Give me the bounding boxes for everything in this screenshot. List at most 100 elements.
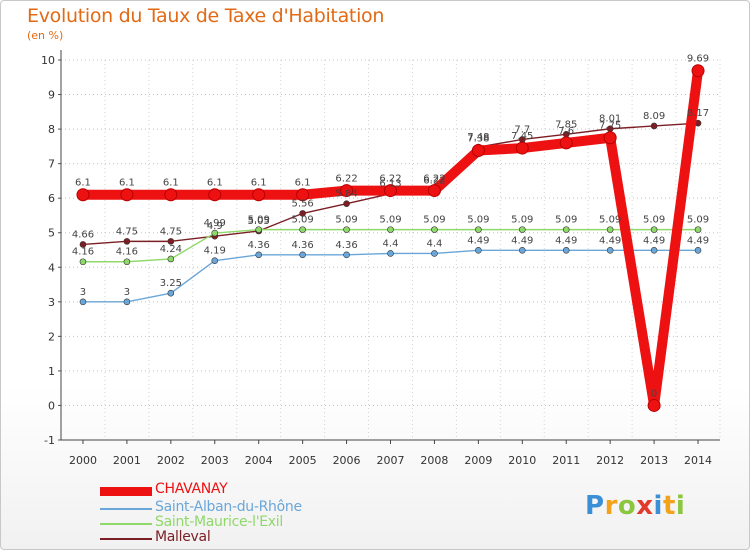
data-label: 5.84: [335, 189, 357, 200]
y-tick-label: 0: [48, 399, 55, 412]
data-point: [164, 188, 178, 202]
data-label: 4.4: [426, 238, 442, 249]
x-tick-label: 2004: [245, 454, 273, 467]
data-point: [299, 226, 306, 233]
data-label: 3.25: [160, 278, 182, 289]
data-label: 6.1: [163, 178, 179, 189]
data-label: 7.85: [555, 119, 577, 130]
data-label: 4.49: [511, 235, 533, 246]
data-point: [340, 184, 354, 198]
data-label: 6.22: [423, 176, 445, 187]
y-tick-label: 3: [48, 296, 55, 309]
data-label: 6.13: [379, 179, 401, 190]
x-tick-label: 2013: [640, 454, 668, 467]
data-label: 4.36: [292, 240, 314, 251]
data-point: [647, 398, 661, 412]
data-label: 6.1: [207, 178, 223, 189]
data-point: [123, 238, 131, 245]
data-point: [252, 188, 266, 202]
data-point: [475, 247, 482, 254]
data-label: 4.49: [687, 235, 709, 246]
data-label: 5.09: [555, 215, 577, 226]
data-label: 4.75: [160, 226, 182, 237]
data-point: [296, 188, 310, 202]
data-label: 4.19: [204, 246, 226, 257]
data-label: 6.1: [251, 178, 267, 189]
data-label: 4.99: [204, 218, 226, 229]
data-label: 5.09: [643, 215, 665, 226]
data-label: 5.09: [292, 215, 314, 226]
data-point: [515, 141, 529, 155]
data-label: 4.49: [467, 235, 489, 246]
data-point: [79, 258, 87, 266]
data-label: 6.1: [119, 178, 135, 189]
legend-item-malleval: Malleval: [100, 529, 400, 546]
y-tick-label: 7: [48, 158, 55, 171]
axes: -1 0 1 2 3 4 5 6 7 8 9 10 2000 2001 2002 2003 2004 2005 20…: [41, 50, 720, 467]
data-label: 0: [651, 388, 657, 399]
data-label: 4.49: [643, 235, 665, 246]
data-label: 4.16: [116, 247, 138, 258]
data-label: 4.49: [599, 235, 621, 246]
data-point: [559, 136, 573, 150]
data-point: [694, 247, 702, 254]
data-point: [123, 258, 131, 266]
data-label: 5.09: [379, 215, 401, 226]
data-point: [299, 210, 306, 217]
data-label: 5.09: [511, 215, 533, 226]
x-tick-label: 2002: [157, 454, 185, 467]
data-label: 4.4: [383, 238, 399, 249]
data-label: 6.1: [75, 178, 91, 189]
data-point: [167, 289, 175, 297]
x-tick-label: 2014: [684, 454, 712, 467]
data-point: [167, 255, 175, 263]
data-label: 8.09: [643, 111, 665, 122]
data-point: [384, 184, 397, 198]
legend-label-saint-maurice: Saint-Maurice-l'Exil: [155, 514, 283, 530]
data-label: 4.9: [207, 221, 223, 232]
x-tick-label: 2007: [377, 454, 405, 467]
data-label: 7.45: [511, 131, 533, 142]
data-point: [562, 226, 570, 233]
data-point: [431, 226, 438, 233]
chart-subtitle: (en %): [27, 29, 64, 42]
x-tick-label: 2000: [69, 454, 97, 467]
data-point: [387, 250, 394, 257]
data-point: [79, 241, 87, 248]
data-point: [518, 247, 526, 254]
legend-swatch-saint-maurice: [100, 523, 152, 525]
data-point: [691, 64, 705, 78]
data-point: [650, 122, 658, 130]
logo-letter: o: [617, 491, 637, 521]
data-label: 7.38: [467, 134, 489, 145]
data-label: 5.09: [467, 215, 489, 226]
data-point: [79, 298, 87, 306]
data-label: 3: [124, 287, 130, 298]
logo-letter: P: [585, 491, 605, 521]
data-point: [471, 144, 485, 158]
legend-swatch-malleval: [100, 538, 152, 540]
chart-title: Evolution du Taux de Taxe d'Habitation: [27, 5, 385, 27]
data-label: 7.75: [599, 121, 621, 132]
legend-item-saint-alban: Saint-Alban-du-Rhône: [100, 499, 400, 516]
legend-label-malleval: Malleval: [155, 529, 211, 545]
x-tick-label: 2011: [552, 454, 580, 467]
logo-letter: t: [662, 491, 676, 521]
logo-letter: r: [604, 491, 618, 521]
data-point: [123, 298, 131, 306]
data-point: [650, 226, 658, 233]
line-chart: -1 0 1 2 3 4 5 6 7 8 9 10 2000 2001 2002 2003 2004 2005 20…: [41, 50, 721, 467]
data-label: 6.1: [295, 178, 311, 189]
data-label: 4.16: [72, 247, 94, 258]
data-point: [518, 226, 526, 233]
data-label: 5.09: [335, 215, 357, 226]
data-point: [650, 247, 658, 254]
data-label: 6.22: [379, 174, 401, 185]
logo-letter: i: [653, 491, 663, 521]
x-tick-label: 2005: [289, 454, 317, 467]
data-point: [431, 250, 438, 257]
data-label: 5.09: [687, 215, 709, 226]
data-point: [343, 226, 350, 233]
data-label: 4.36: [335, 240, 357, 251]
data-label: 3: [80, 287, 86, 298]
